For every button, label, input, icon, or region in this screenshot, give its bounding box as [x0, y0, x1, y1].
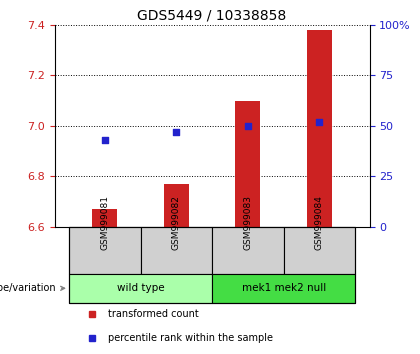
- Text: GSM999082: GSM999082: [172, 195, 181, 250]
- Point: [173, 129, 180, 135]
- Point: [316, 119, 323, 125]
- FancyBboxPatch shape: [69, 274, 212, 303]
- FancyBboxPatch shape: [69, 227, 141, 274]
- Text: mek1 mek2 null: mek1 mek2 null: [241, 283, 326, 293]
- Title: GDS5449 / 10338858: GDS5449 / 10338858: [137, 8, 287, 22]
- Bar: [92, 209, 117, 227]
- Text: transformed count: transformed count: [108, 309, 199, 319]
- FancyBboxPatch shape: [141, 227, 212, 274]
- Bar: [307, 30, 332, 227]
- Text: percentile rank within the sample: percentile rank within the sample: [108, 333, 273, 343]
- Bar: [164, 184, 189, 227]
- Point: [101, 137, 108, 143]
- Bar: [235, 101, 260, 227]
- Text: wild type: wild type: [117, 283, 164, 293]
- FancyBboxPatch shape: [284, 227, 355, 274]
- Text: genotype/variation: genotype/variation: [0, 283, 65, 293]
- Text: GSM999081: GSM999081: [100, 195, 109, 250]
- Text: GSM999084: GSM999084: [315, 195, 324, 250]
- FancyBboxPatch shape: [212, 227, 284, 274]
- Point: [244, 123, 251, 129]
- Text: GSM999083: GSM999083: [244, 195, 252, 250]
- FancyBboxPatch shape: [212, 274, 355, 303]
